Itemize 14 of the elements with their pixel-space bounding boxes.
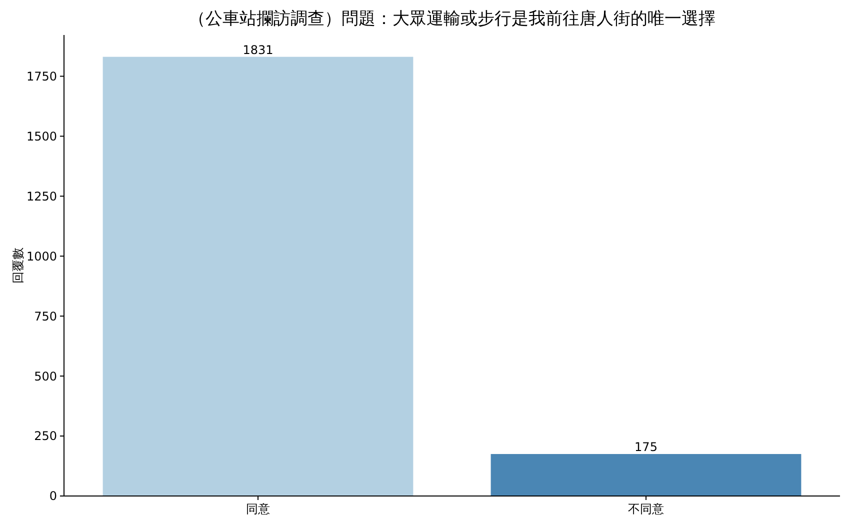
y-tick-label: 1000: [26, 249, 57, 264]
y-tick-label: 0: [49, 489, 57, 504]
data-label: 1831: [242, 42, 274, 57]
data-label: 175: [634, 440, 658, 454]
y-tick-label: 250: [34, 429, 57, 444]
y-tick-label: 500: [34, 369, 57, 384]
y-axis-title: 回覆數: [11, 248, 25, 284]
x-tick-label: 同意: [246, 502, 270, 516]
y-tick-label: 1250: [26, 189, 57, 204]
y-tick-label: 1750: [26, 69, 57, 84]
x-tick-label: 不同意: [628, 502, 664, 516]
chart-title: （公車站攔訪調查）問題：大眾運輸或步行是我前往唐人街的唯一選擇: [188, 9, 716, 29]
y-tick-label: 750: [34, 309, 57, 324]
y-tick-label: 1500: [26, 129, 57, 144]
